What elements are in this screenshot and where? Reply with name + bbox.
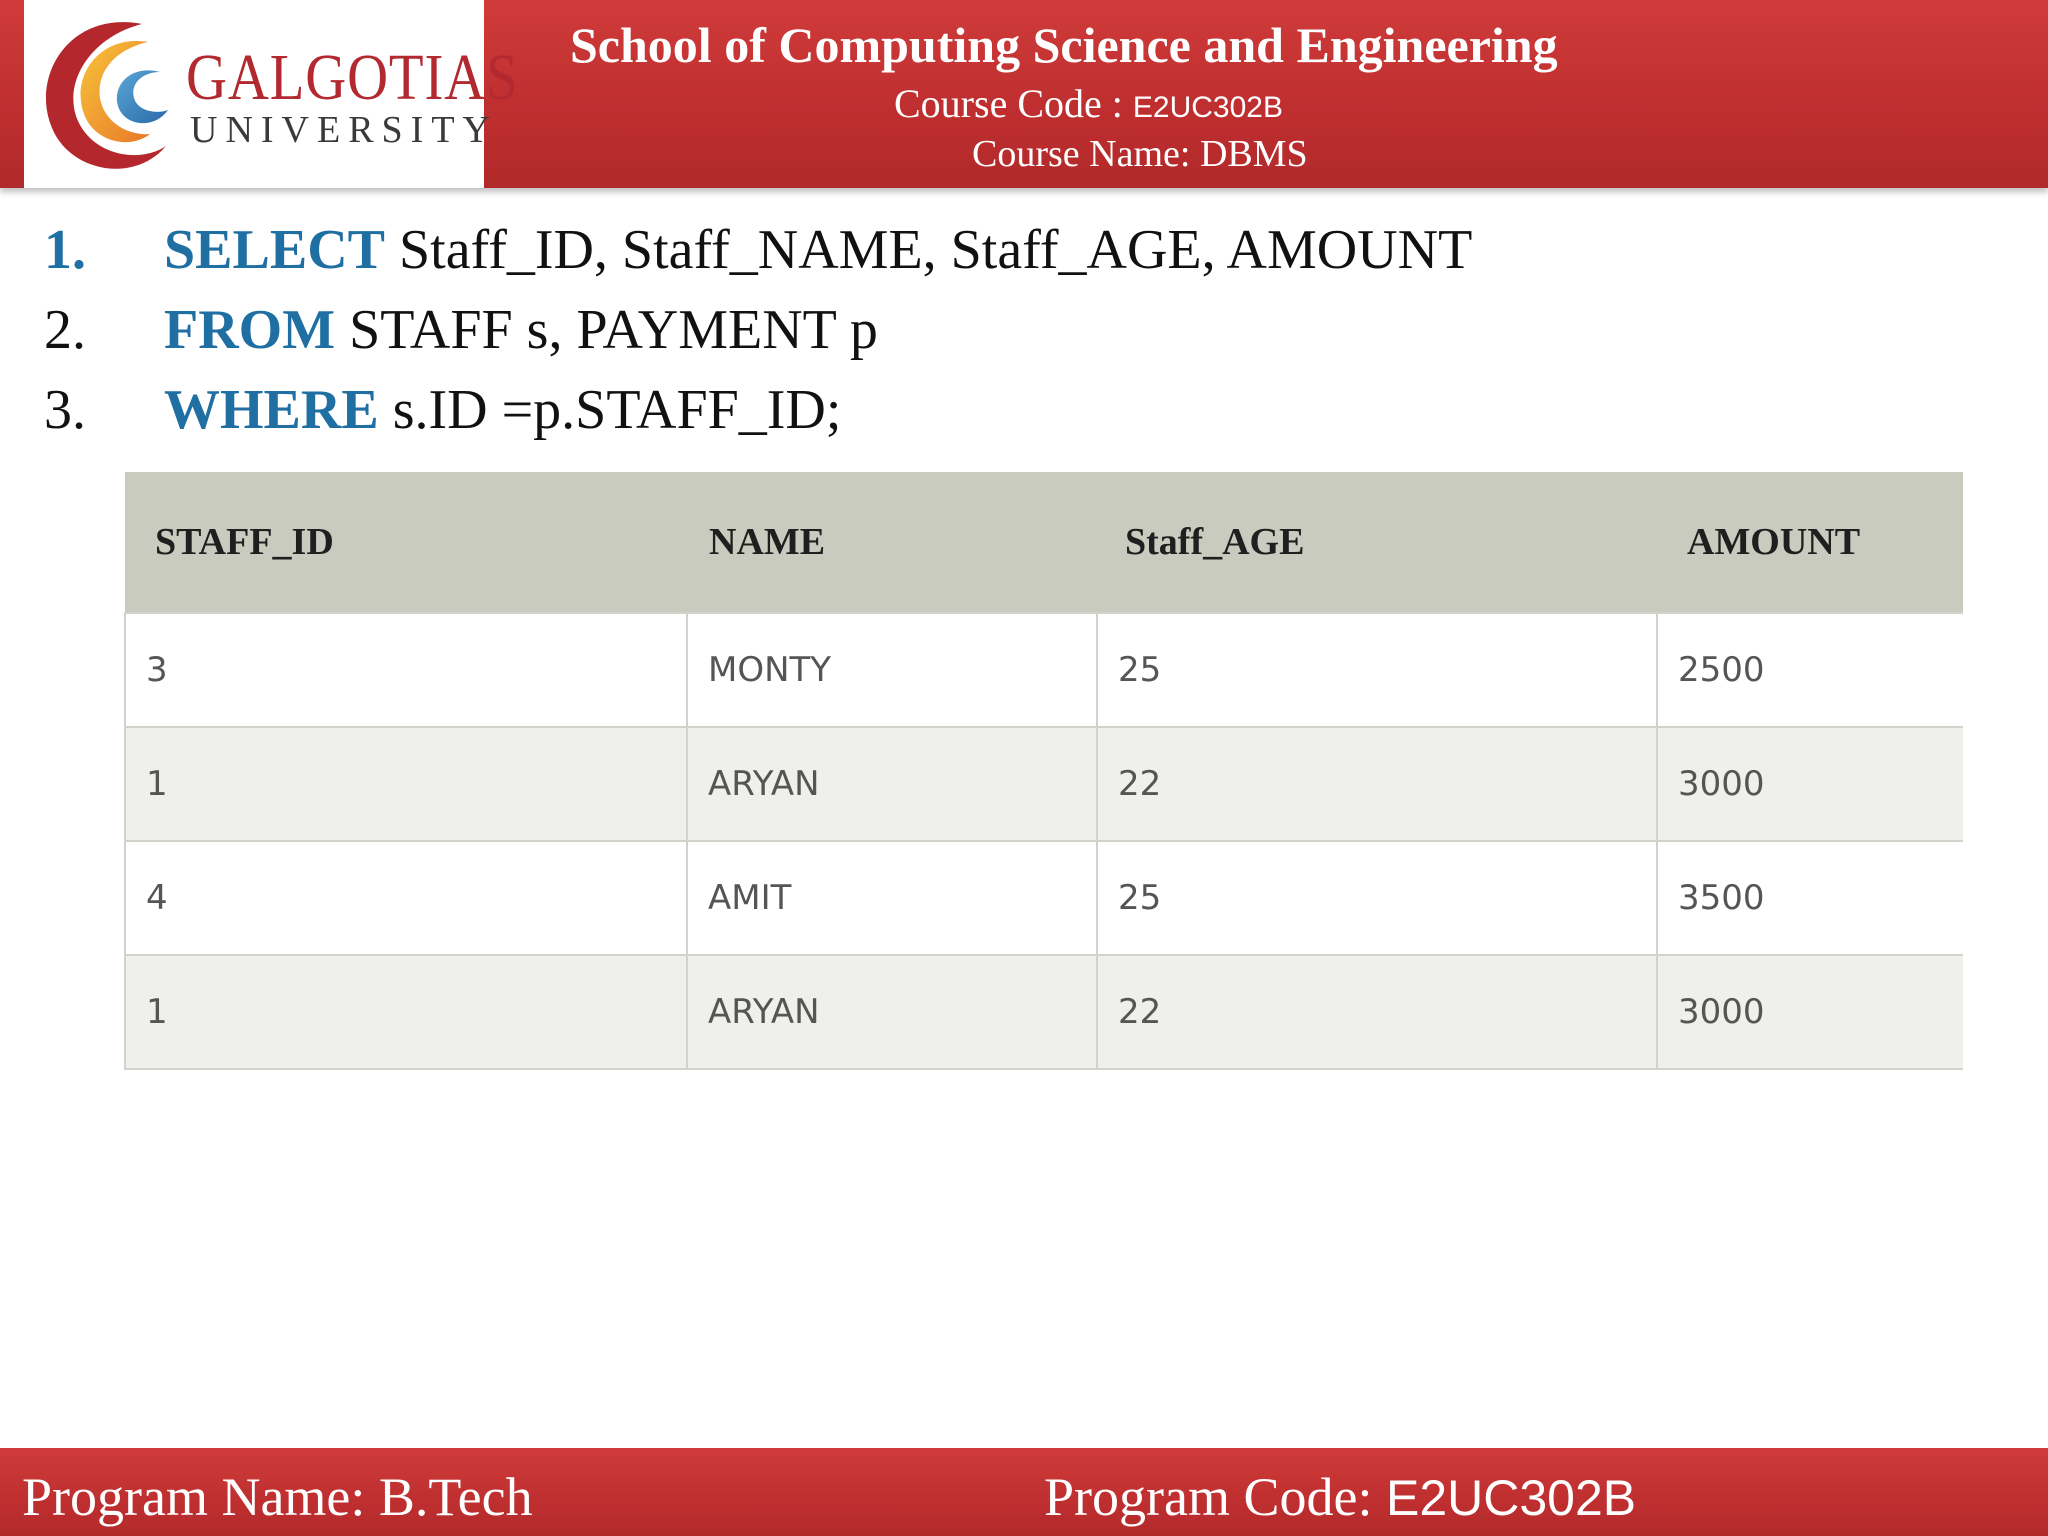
cell-name: AMIT xyxy=(686,840,1098,956)
cell-staff-id: 4 xyxy=(124,840,688,956)
cell-name: ARYAN xyxy=(686,954,1098,1070)
column-header-amount: AMOUNT xyxy=(1657,472,1963,613)
course-code-label: Course Code : xyxy=(894,81,1123,126)
galgotias-logo-icon xyxy=(45,22,168,169)
column-header-name: NAME xyxy=(687,472,1097,613)
cell-amount: 3500 xyxy=(1656,840,1963,956)
cell-staff-age: 25 xyxy=(1096,840,1658,956)
sql-text: STAFF s, PAYMENT p xyxy=(335,299,878,361)
program-code-value: E2UC302B xyxy=(1385,1470,1637,1526)
cell-name: MONTY xyxy=(686,612,1098,728)
sql-keyword: FROM xyxy=(164,299,336,361)
sql-line-1: 1. SELECT Staff_ID, Staff_NAME, Staff_AGE… xyxy=(44,218,1472,288)
program-name: Program Name: B.Tech xyxy=(22,1467,533,1527)
course-code-value: E2UC302B xyxy=(1132,91,1283,124)
sql-text: Staff_ID, Staff_NAME, Staff_AGE, AMOUNT xyxy=(385,219,1473,281)
cell-staff-age: 25 xyxy=(1096,612,1658,728)
sql-line-number: 2. xyxy=(44,299,86,361)
cell-staff-id: 3 xyxy=(124,612,688,728)
result-table: STAFF_ID NAME Staff_AGE AMOUNT 3 MONTY 2… xyxy=(124,472,1963,1070)
logo-name-text: GALGOTIAS xyxy=(186,41,519,114)
course-name: Course Name: DBMS xyxy=(972,133,1308,175)
column-header-staff-age: Staff_AGE xyxy=(1097,472,1657,613)
cell-amount: 2500 xyxy=(1656,612,1963,728)
cell-amount: 3000 xyxy=(1656,954,1963,1070)
program-code-label: Program Code: xyxy=(1044,1467,1386,1527)
table-row: 1 ARYAN 22 3000 xyxy=(124,954,1963,1070)
table-row: 1 ARYAN 22 3000 xyxy=(124,726,1963,842)
sql-text: s.ID =p.STAFF_ID; xyxy=(378,379,842,441)
course-code-line: Course Code : E2UC302B xyxy=(894,80,1283,127)
cell-staff-id: 1 xyxy=(124,954,688,1070)
sql-line-2: 2. FROM STAFF s, PAYMENT p xyxy=(44,298,878,368)
program-code-line: Program Code: E2UC302B xyxy=(1044,1466,1636,1528)
sql-line-3: 3. WHERE s.ID =p.STAFF_ID; xyxy=(44,378,841,448)
sql-keyword: WHERE xyxy=(164,379,379,441)
column-header-staff-id: STAFF_ID xyxy=(125,472,687,613)
cell-amount: 3000 xyxy=(1656,726,1963,842)
school-title: School of Computing Science and Engineer… xyxy=(570,17,1558,73)
university-logo: GALGOTIAS UNIVERSITY xyxy=(24,0,519,188)
sql-line-number: 1. xyxy=(44,219,86,281)
table-header-row: STAFF_ID NAME Staff_AGE AMOUNT xyxy=(125,472,1963,613)
logo-sub-text: UNIVERSITY xyxy=(190,109,498,151)
sql-keyword: SELECT xyxy=(164,219,385,281)
slide-footer: Program Name: B.Tech Program Code: E2UC3… xyxy=(0,1448,2048,1536)
cell-staff-age: 22 xyxy=(1096,726,1658,842)
cell-name: ARYAN xyxy=(686,726,1098,842)
cell-staff-age: 22 xyxy=(1096,954,1658,1070)
table-row: 4 AMIT 25 3500 xyxy=(124,840,1963,956)
table-row: 3 MONTY 25 2500 xyxy=(124,612,1963,728)
slide-header: GALGOTIAS UNIVERSITY School of Computing… xyxy=(0,0,2048,188)
sql-line-number: 3. xyxy=(44,379,86,441)
cell-staff-id: 1 xyxy=(124,726,688,842)
